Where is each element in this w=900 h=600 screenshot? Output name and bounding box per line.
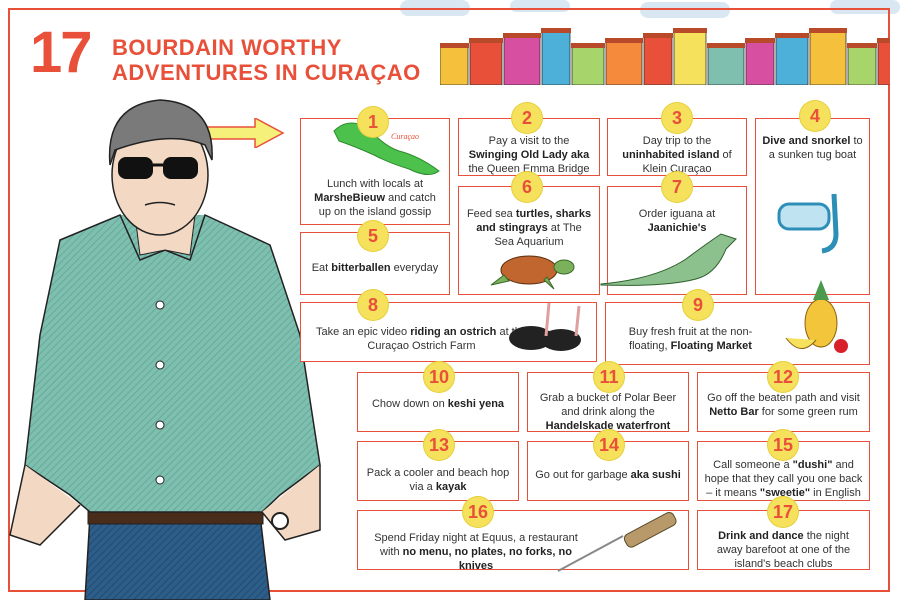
- adventure-card-4: Dive and snorkel to a sunken tug boat: [755, 118, 870, 295]
- number-badge: 7: [662, 172, 692, 202]
- page-title: BOURDAIN WORTHY ADVENTURES IN CURAÇAO: [112, 35, 421, 85]
- house-roof: [469, 38, 503, 43]
- number-badge: 12: [768, 362, 798, 392]
- house-roof: [571, 43, 605, 48]
- house: [847, 46, 877, 85]
- number-badge: 10: [424, 362, 454, 392]
- house-roof: [440, 43, 469, 48]
- adventure-card-16: Spend Friday night at Equus, a restauran…: [357, 510, 689, 572]
- cloud: [830, 0, 900, 14]
- house-roof: [877, 38, 890, 43]
- house-roof: [707, 43, 745, 48]
- house-roof: [847, 43, 877, 48]
- curacao-map: Curaçao: [333, 122, 440, 175]
- title-number: 17: [30, 20, 92, 85]
- adventure-card-9: Buy fresh fruit at the non-floating, Flo…: [605, 280, 870, 365]
- adventure-card-7: Order iguana at Jaanichie's: [600, 186, 747, 295]
- number-badge: 16: [463, 497, 493, 527]
- adventure-card-6: Feed sea turtles, sharks and stingrays a…: [458, 186, 600, 295]
- house: [503, 36, 541, 85]
- house: [775, 36, 809, 85]
- title-line-1: BOURDAIN WORTHY: [112, 35, 342, 60]
- arrow-icon: [205, 118, 285, 148]
- map-label: Curaçao: [391, 132, 419, 141]
- border-frame: [8, 8, 890, 592]
- house: [809, 31, 847, 85]
- houses-illustration: [440, 28, 890, 85]
- number-badge: 8: [358, 290, 388, 320]
- card-text: Lunch with locals at MarsheBieuw and cat…: [314, 178, 436, 218]
- number-badge: 11: [594, 362, 624, 392]
- number-badge: 2: [512, 103, 542, 133]
- title-line-2: ADVENTURES IN CURAÇAO: [112, 60, 421, 85]
- knife-icon: [557, 511, 677, 572]
- number-badge: 1: [358, 107, 388, 137]
- number-badge: 15: [768, 430, 798, 460]
- number-badge: 17: [768, 497, 798, 527]
- iguana-icon: [600, 233, 737, 286]
- house-roof: [745, 38, 775, 43]
- house: [469, 41, 503, 85]
- adventure-card-8: Take an epic video riding an ostrich at …: [300, 302, 597, 362]
- house-roof: [673, 28, 707, 33]
- snorkel-mask-icon: [777, 193, 839, 254]
- number-badge: 14: [594, 430, 624, 460]
- house: [673, 31, 707, 85]
- number-badge: 13: [424, 430, 454, 460]
- cloud: [640, 2, 730, 18]
- house: [745, 41, 775, 85]
- house: [877, 41, 890, 85]
- number-badge: 9: [683, 290, 713, 320]
- house-roof: [809, 28, 847, 33]
- number-badge: 6: [512, 172, 542, 202]
- house: [707, 46, 745, 85]
- house-roof: [775, 33, 809, 38]
- house: [605, 41, 643, 85]
- house-roof: [605, 38, 643, 43]
- turtle-icon: [490, 255, 575, 290]
- ostrich-icon: [509, 302, 581, 351]
- house: [541, 31, 571, 85]
- house: [440, 46, 469, 85]
- house-roof: [541, 28, 571, 33]
- number-badge: 4: [800, 101, 830, 131]
- house-roof: [503, 33, 541, 38]
- number-badge: 5: [358, 221, 388, 251]
- house-roof: [643, 33, 673, 38]
- number-badge: 3: [662, 103, 692, 133]
- house: [571, 46, 605, 85]
- man-illustration: [9, 99, 321, 600]
- house: [643, 36, 673, 85]
- fruit-icon: [785, 280, 848, 353]
